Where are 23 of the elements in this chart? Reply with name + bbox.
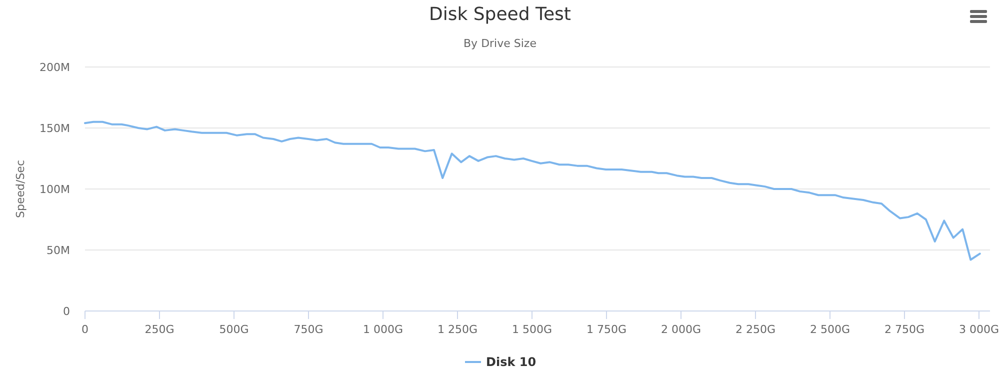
- x-tick-label: 1 250G: [437, 323, 478, 336]
- x-tick-label: 0: [82, 323, 88, 336]
- y-tick-label: 0: [63, 305, 70, 318]
- x-tick-label: 2 500G: [810, 323, 850, 336]
- y-tick-label: 100M: [40, 183, 70, 196]
- chart-subtitle: By Drive Size: [464, 37, 537, 50]
- y-tick-label: 150M: [40, 122, 70, 135]
- x-tick-label: 3 000G: [958, 323, 999, 336]
- legend-label: Disk 10: [486, 355, 536, 369]
- y-tick-label: 200M: [40, 61, 70, 74]
- x-tick-label: 1 750G: [586, 323, 626, 336]
- x-tick-label: 2 000G: [660, 323, 701, 336]
- chart-title: Disk Speed Test: [429, 4, 571, 25]
- x-tick-label: 2 250G: [735, 323, 776, 336]
- y-axis-title: Speed/Sec: [14, 160, 27, 218]
- line-series: [84, 120, 981, 261]
- x-tick-label: 250G: [144, 323, 174, 336]
- x-tick-label: 500G: [219, 323, 249, 336]
- x-tick-label: 2 750G: [884, 323, 924, 336]
- y-tick-label: 50M: [46, 244, 70, 257]
- x-tick-label: 750G: [294, 323, 324, 336]
- x-tick-label: 1 000G: [362, 323, 403, 336]
- x-tick-label: 1 500G: [512, 323, 552, 336]
